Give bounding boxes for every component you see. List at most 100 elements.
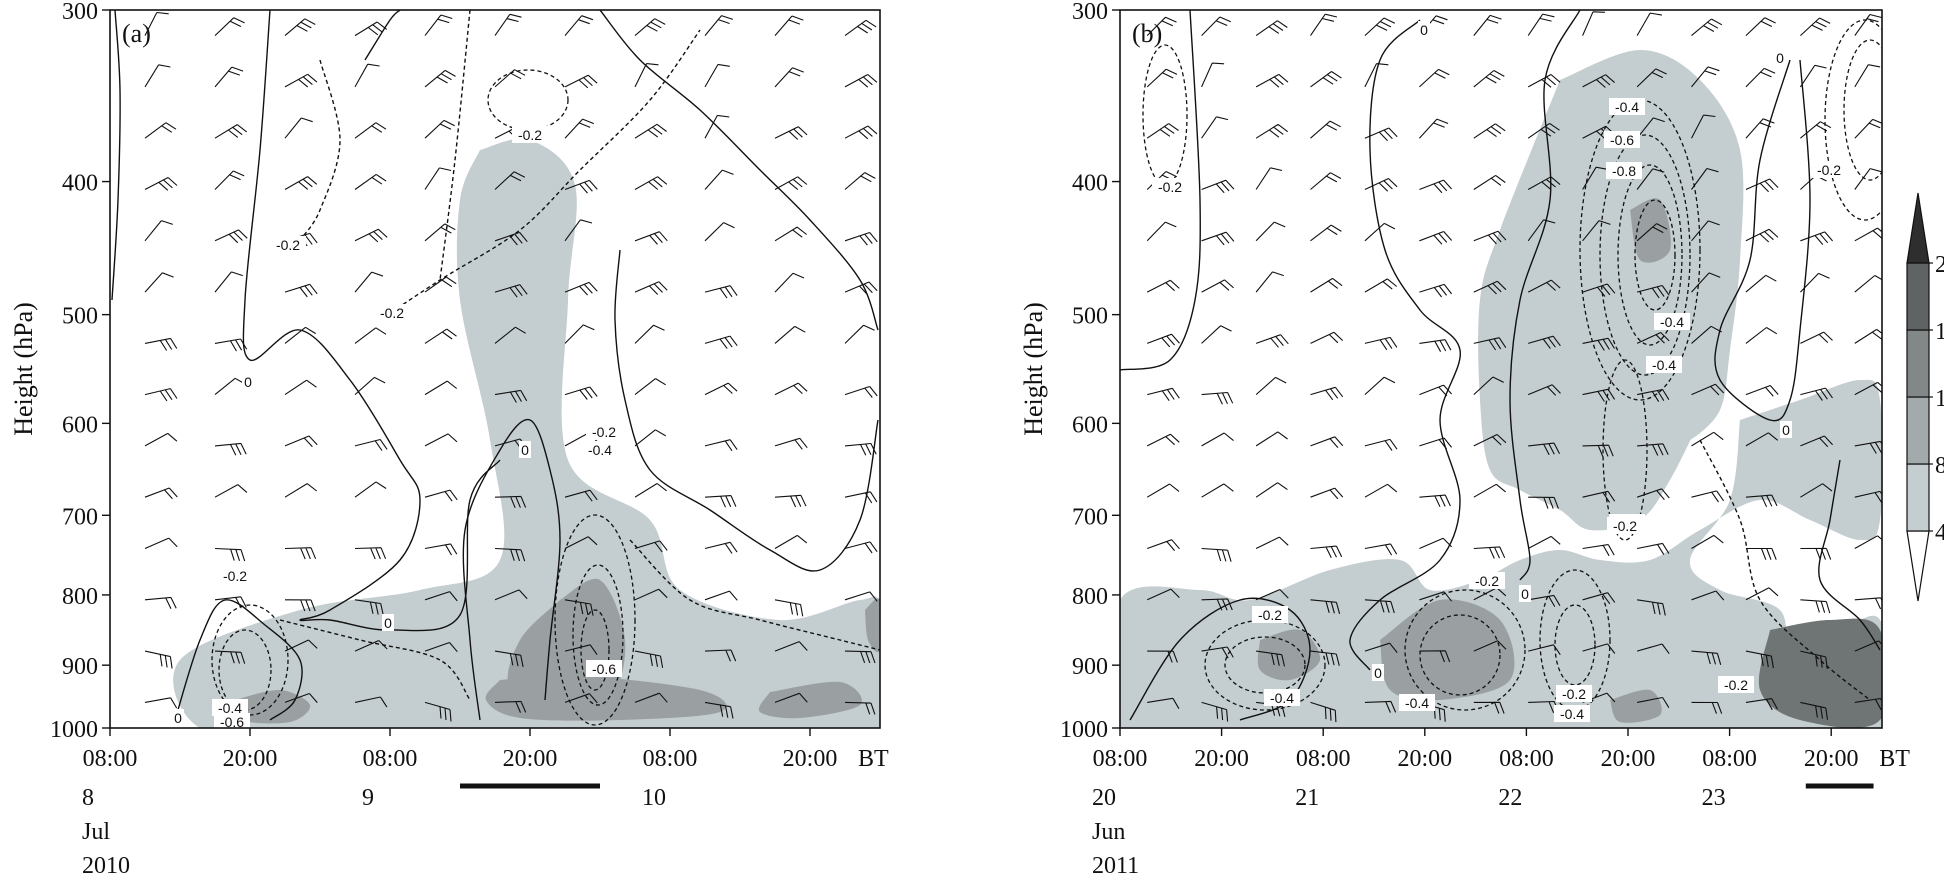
- contour-label-bg: [212, 699, 248, 716]
- contour-label: -0.2: [1562, 686, 1586, 702]
- wind-barb: [354, 122, 387, 139]
- shade-region: [1610, 689, 1662, 723]
- wind-barb: [424, 380, 458, 396]
- wind-barb: [1745, 698, 1778, 711]
- contour-label: 0: [1521, 586, 1529, 602]
- wind-barb: [424, 69, 456, 88]
- contour-line-dashed: [1843, 39, 1882, 181]
- wind-barb: [1582, 125, 1616, 140]
- wind-barb: [214, 442, 247, 456]
- contour-line-dashed: [1404, 589, 1526, 711]
- wind-barb: [1582, 74, 1615, 88]
- panel-a: 0000-0.2-0.2-0.2-0.2-0.2-0.4-0.6-0.4-0.6…: [9, 0, 889, 873]
- wind-barb: [494, 650, 524, 668]
- shade-region: [758, 681, 862, 719]
- contour-line-dashed: [1224, 636, 1306, 694]
- wind-barb: [1636, 542, 1670, 555]
- colorbar-tick-label: 20: [1935, 252, 1944, 278]
- wind-barb: [1310, 650, 1340, 666]
- shade-region: [1380, 599, 1515, 701]
- contour-label: -0.2: [1158, 179, 1182, 195]
- date-label: Jun: [1092, 819, 1125, 845]
- contour-line: [462, 418, 561, 721]
- wind-barb: [774, 15, 804, 36]
- contour-label-bg: [1556, 685, 1592, 702]
- contour-label-bg: [1399, 694, 1435, 711]
- wind-barb: [634, 378, 666, 396]
- wind-barb: [564, 599, 594, 616]
- contour-label-bg: [1519, 585, 1531, 602]
- contour-label: 0: [1374, 665, 1382, 681]
- contour-label-bg: [1609, 98, 1645, 115]
- wind-barb: [1800, 387, 1833, 401]
- wind-barb: [284, 117, 313, 139]
- wind-barb: [1201, 62, 1225, 88]
- wind-barb: [1854, 13, 1882, 36]
- wind-barb: [144, 122, 177, 139]
- wind-barb: [844, 541, 878, 554]
- contour-line: [174, 599, 303, 721]
- wind-barb: [424, 167, 452, 190]
- wind-barb: [1637, 443, 1669, 456]
- wind-barb: [1636, 388, 1670, 402]
- wind-barb: [1146, 279, 1180, 293]
- wind-barb: [1527, 122, 1560, 139]
- wind-barb: [1473, 640, 1507, 652]
- contour-label-bg: [1252, 606, 1288, 623]
- wind-barb: [1201, 547, 1232, 562]
- wind-barb: [284, 639, 318, 652]
- contour-line-dashed: [487, 69, 569, 131]
- wind-barb: [1854, 535, 1882, 549]
- y-axis-label: Height (hPa): [9, 302, 38, 436]
- x-tick-label: 20:00: [503, 746, 558, 772]
- wind-barb: [1473, 376, 1504, 396]
- wind-barb: [1854, 381, 1882, 396]
- wind-barb: [1310, 331, 1344, 344]
- wind-barb: [844, 172, 876, 190]
- wind-barb: [494, 231, 528, 246]
- wind-barb: [844, 19, 877, 37]
- wind-barb: [1255, 20, 1288, 37]
- wind-barb: [1364, 222, 1396, 242]
- wind-barb: [1636, 223, 1668, 242]
- wind-barb: [774, 494, 807, 508]
- x-tick-label: 08:00: [643, 746, 698, 772]
- wind-barb: [424, 14, 453, 36]
- x-tick-label: 20:00: [1194, 746, 1249, 772]
- wind-barb: [564, 281, 598, 296]
- x-tick-label: 20:00: [783, 746, 838, 772]
- y-tick-label: 800: [1072, 584, 1108, 610]
- wind-barb: [144, 650, 173, 669]
- wind-barb: [844, 231, 878, 246]
- wind-barb: [1419, 339, 1452, 352]
- x-tick-label: 20:00: [1397, 746, 1452, 772]
- wind-barb: [214, 484, 248, 498]
- wind-barb: [1582, 544, 1615, 557]
- wind-barb: [1582, 166, 1609, 190]
- contour-label: -0.4: [1560, 706, 1584, 722]
- y-tick-label: 900: [1072, 654, 1108, 680]
- date-label: 21: [1295, 785, 1319, 811]
- wind-barb: [1691, 534, 1724, 549]
- wind-barb: [634, 483, 667, 498]
- wind-barb: [1582, 490, 1616, 503]
- wind-barb: [1201, 432, 1234, 447]
- contour-label-bg: [512, 126, 548, 143]
- wind-barb: [1255, 221, 1286, 242]
- contour-label: -0.4: [218, 700, 242, 716]
- wind-barb: [1691, 431, 1724, 447]
- contour-line-dashed: [554, 514, 636, 726]
- wind-barb: [1636, 488, 1670, 501]
- contour-line: [599, 10, 879, 331]
- wind-barb: [1201, 646, 1234, 659]
- contour-label-bg: [1774, 49, 1786, 66]
- y-tick-label: 600: [1072, 412, 1108, 438]
- wind-barb: [144, 337, 178, 351]
- wind-barb: [564, 179, 598, 194]
- wind-barb: [1419, 650, 1451, 663]
- wind-barb: [1745, 274, 1777, 293]
- wind-barb: [494, 700, 527, 713]
- contour-label: -0.6: [592, 661, 616, 677]
- date-label: 23: [1702, 785, 1726, 811]
- date-label: Jul: [82, 819, 110, 845]
